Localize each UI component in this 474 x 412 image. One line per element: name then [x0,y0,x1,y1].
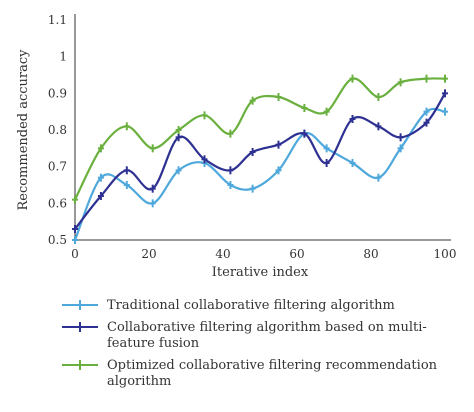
series-line-1 [74,92,446,230]
legend-swatch-multi-feature [62,322,98,332]
x-tick-label: 80 [363,247,378,261]
x-tick-label: 0 [71,247,79,261]
x-tick-label: 100 [434,247,457,261]
y-axis-title: Recommended accuracy [16,49,31,211]
y-tick-label: 0.6 [48,196,67,210]
line-chart: 0.5 0.6 0.7 0.8 0.9 1 1.1 0 20 40 60 80 100 Iterative… [16,13,457,280]
x-axis-title: Iterative index [212,265,309,280]
legend-label-optimized: Optimized collaborative filtering recomm… [107,358,438,389]
series-line-2 [74,77,446,201]
legend-label-traditional: Traditional collaborative filtering algo… [107,298,395,313]
y-tick-label: 0.5 [48,233,67,247]
y-tick-label: 1.1 [48,13,67,27]
legend-item-traditional: Traditional collaborative filtering algo… [60,298,460,314]
y-tick-label: 0.9 [48,86,67,100]
series-line-0 [73,107,446,241]
legend-item-multi-feature: Collaborative filtering algorithm based … [60,320,460,352]
legend-item-optimized: Optimized collaborative filtering recomm… [60,358,460,390]
y-tick-label: 1 [59,50,67,64]
legend-label-multi-feature: Collaborative filtering algorithm based … [107,320,427,351]
y-tick-label: 0.8 [48,123,67,137]
x-tick-label: 20 [141,247,156,261]
x-tick-label: 40 [215,247,230,261]
legend-swatch-optimized [62,360,98,370]
x-tick-label: 60 [289,247,304,261]
y-tick-label: 0.7 [48,160,67,174]
legend: Traditional collaborative filtering algo… [60,298,460,396]
legend-swatch-traditional [62,300,98,310]
